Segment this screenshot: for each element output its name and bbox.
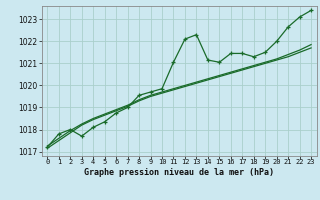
X-axis label: Graphe pression niveau de la mer (hPa): Graphe pression niveau de la mer (hPa) (84, 168, 274, 177)
